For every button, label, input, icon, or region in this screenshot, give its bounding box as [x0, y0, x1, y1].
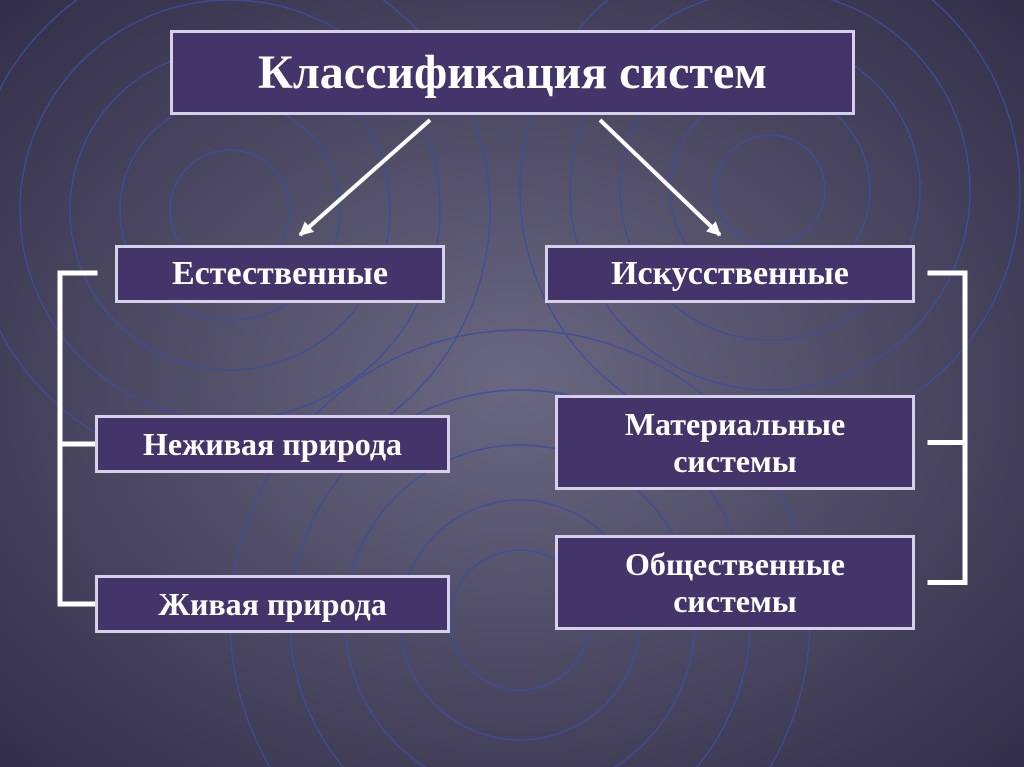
- nonliving-nature-box: Неживая природа: [95, 415, 450, 473]
- background-layer: [0, 0, 1024, 767]
- title-label: Классификация систем: [258, 45, 767, 100]
- living-nature-box: Живая природа: [95, 575, 450, 633]
- natural-box: Естественные: [115, 245, 445, 303]
- social-label: Общественные системы: [570, 546, 900, 620]
- living-label: Живая природа: [158, 586, 386, 623]
- artificial-box: Искусственные: [545, 245, 915, 303]
- natural-label: Естественные: [172, 254, 388, 293]
- title-box: Классификация систем: [170, 30, 855, 115]
- social-systems-box: Общественные системы: [555, 535, 915, 630]
- material-label: Материальные системы: [570, 406, 900, 480]
- material-systems-box: Материальные системы: [555, 395, 915, 490]
- nonliving-label: Неживая природа: [143, 426, 402, 463]
- diagram-stage: Классификация систем Естественные Искусс…: [0, 0, 1024, 767]
- artificial-label: Искусственные: [611, 254, 849, 293]
